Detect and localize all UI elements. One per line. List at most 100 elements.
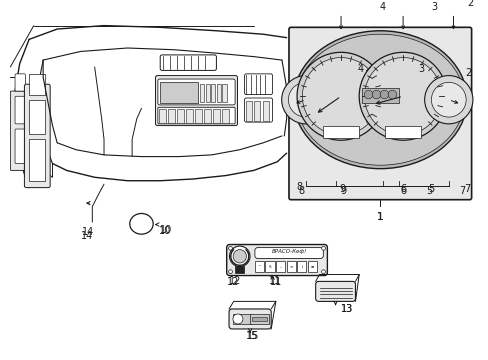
Text: 1: 1 bbox=[376, 212, 383, 222]
Ellipse shape bbox=[296, 34, 464, 165]
Text: 5: 5 bbox=[428, 184, 434, 194]
Bar bbox=[286, 261, 295, 273]
Bar bbox=[160, 82, 197, 103]
Bar bbox=[275, 261, 285, 273]
Text: 12: 12 bbox=[228, 276, 241, 287]
Text: 15: 15 bbox=[246, 331, 259, 341]
Text: 7: 7 bbox=[463, 184, 469, 194]
Text: 14: 14 bbox=[82, 228, 94, 238]
Bar bbox=[168, 109, 175, 123]
Ellipse shape bbox=[293, 31, 466, 169]
Bar bbox=[323, 126, 358, 138]
Text: _: _ bbox=[279, 265, 281, 269]
FancyBboxPatch shape bbox=[15, 74, 25, 91]
FancyBboxPatch shape bbox=[155, 76, 237, 126]
Bar bbox=[159, 109, 166, 123]
Bar bbox=[200, 84, 204, 102]
Text: 13: 13 bbox=[341, 304, 353, 314]
Circle shape bbox=[233, 249, 246, 263]
Text: ~: ~ bbox=[257, 265, 261, 269]
Text: 13: 13 bbox=[340, 304, 352, 314]
Text: 11: 11 bbox=[269, 278, 282, 287]
Bar bbox=[222, 84, 226, 102]
FancyBboxPatch shape bbox=[15, 96, 25, 124]
Text: 9: 9 bbox=[340, 186, 346, 196]
Circle shape bbox=[380, 90, 388, 99]
Text: S: S bbox=[268, 265, 271, 269]
Circle shape bbox=[387, 90, 396, 99]
Circle shape bbox=[297, 52, 384, 140]
FancyBboxPatch shape bbox=[228, 309, 271, 329]
Bar bbox=[232, 314, 250, 324]
Circle shape bbox=[321, 247, 325, 250]
FancyBboxPatch shape bbox=[288, 27, 470, 200]
Text: 3: 3 bbox=[418, 64, 424, 74]
FancyBboxPatch shape bbox=[226, 244, 326, 275]
FancyBboxPatch shape bbox=[15, 129, 24, 163]
Text: 7: 7 bbox=[458, 186, 465, 196]
Circle shape bbox=[321, 270, 325, 274]
Bar bbox=[251, 317, 266, 321]
FancyBboxPatch shape bbox=[10, 91, 24, 170]
FancyBboxPatch shape bbox=[158, 107, 235, 124]
Text: 2: 2 bbox=[467, 0, 473, 8]
Bar bbox=[249, 314, 268, 324]
Text: 2: 2 bbox=[464, 68, 470, 78]
Text: 5: 5 bbox=[426, 186, 432, 196]
Bar bbox=[297, 261, 305, 273]
Circle shape bbox=[228, 247, 232, 250]
Text: 8: 8 bbox=[296, 182, 302, 192]
Circle shape bbox=[364, 90, 372, 99]
Text: 9: 9 bbox=[339, 184, 345, 194]
Circle shape bbox=[424, 76, 472, 124]
Bar bbox=[221, 109, 228, 123]
Circle shape bbox=[371, 90, 380, 99]
Bar bbox=[262, 101, 268, 121]
Bar bbox=[194, 109, 202, 123]
Circle shape bbox=[288, 82, 323, 117]
Bar bbox=[177, 109, 183, 123]
FancyBboxPatch shape bbox=[158, 79, 235, 105]
Bar bbox=[265, 261, 274, 273]
Text: 12: 12 bbox=[226, 277, 239, 287]
FancyBboxPatch shape bbox=[24, 84, 50, 188]
Circle shape bbox=[359, 52, 446, 140]
Bar bbox=[205, 84, 209, 102]
Bar bbox=[254, 101, 260, 121]
Text: ≈: ≈ bbox=[289, 265, 292, 269]
FancyBboxPatch shape bbox=[244, 74, 272, 95]
Text: 11: 11 bbox=[268, 276, 281, 286]
Circle shape bbox=[302, 58, 379, 135]
Bar bbox=[385, 126, 420, 138]
Bar bbox=[234, 266, 244, 273]
Ellipse shape bbox=[129, 213, 153, 234]
Circle shape bbox=[430, 82, 465, 117]
FancyBboxPatch shape bbox=[315, 282, 355, 301]
Text: 6: 6 bbox=[400, 184, 406, 194]
Bar bbox=[203, 109, 210, 123]
Text: |: | bbox=[301, 265, 302, 269]
Bar bbox=[29, 100, 45, 134]
Bar bbox=[29, 74, 45, 95]
Text: 6: 6 bbox=[400, 186, 406, 196]
Text: 8: 8 bbox=[298, 186, 304, 196]
Bar bbox=[254, 261, 264, 273]
Bar bbox=[245, 101, 251, 121]
Circle shape bbox=[228, 270, 232, 274]
Bar bbox=[361, 87, 398, 103]
Bar bbox=[211, 84, 215, 102]
Bar bbox=[307, 261, 316, 273]
Bar bbox=[212, 109, 219, 123]
Text: 3: 3 bbox=[430, 2, 436, 12]
Bar bbox=[29, 139, 45, 181]
Text: 1: 1 bbox=[376, 212, 383, 222]
Text: 10: 10 bbox=[159, 226, 171, 236]
Text: ВРАСО-Кеф!: ВРАСО-Кеф! bbox=[271, 249, 306, 255]
Text: 15: 15 bbox=[246, 331, 258, 341]
Text: ≡: ≡ bbox=[310, 265, 313, 269]
Circle shape bbox=[364, 58, 441, 135]
FancyBboxPatch shape bbox=[254, 248, 323, 258]
Text: 10: 10 bbox=[160, 225, 172, 235]
Circle shape bbox=[229, 246, 249, 266]
Circle shape bbox=[281, 76, 329, 124]
